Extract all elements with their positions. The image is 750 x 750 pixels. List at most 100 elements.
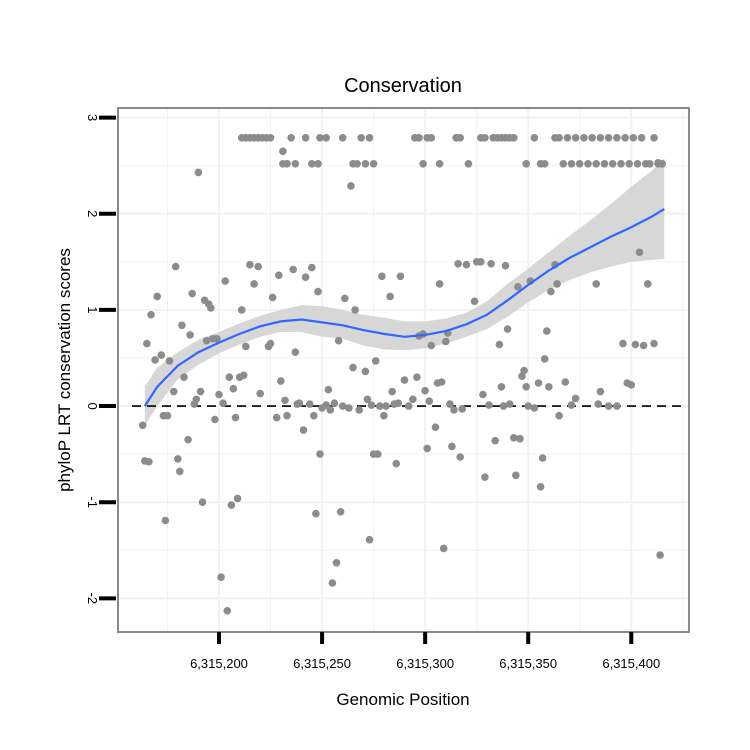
data-point <box>510 134 518 142</box>
data-point <box>477 258 485 266</box>
data-point <box>221 277 229 285</box>
data-point <box>419 160 427 168</box>
data-point <box>464 160 473 168</box>
y-axis-label: phyloP LRT conservation scores <box>55 248 74 492</box>
y-tick-label: 0 <box>85 402 100 409</box>
data-point <box>423 444 432 453</box>
data-point <box>396 272 405 281</box>
data-point <box>219 399 227 408</box>
data-point <box>227 501 236 509</box>
data-point <box>308 263 316 272</box>
data-point <box>470 297 479 306</box>
data-point <box>299 426 308 434</box>
data-point <box>310 411 318 420</box>
data-point <box>163 411 172 420</box>
data-point <box>427 341 436 350</box>
data-point <box>435 280 444 288</box>
data-point <box>330 399 339 408</box>
x-axis-label: Genomic Position <box>336 690 469 709</box>
data-point <box>281 396 289 405</box>
data-point <box>646 160 654 168</box>
data-point <box>462 260 471 269</box>
data-point <box>143 339 151 348</box>
data-point <box>312 509 320 518</box>
data-point <box>650 339 658 348</box>
data-point <box>202 336 211 345</box>
data-point <box>635 248 644 256</box>
data-point <box>431 423 440 432</box>
smooth-curve <box>143 208 665 407</box>
data-point <box>394 399 403 408</box>
data-point <box>421 386 429 395</box>
data-point <box>491 436 500 445</box>
x-axis-ticks: 6,315,200 6,315,250 6,315,300 6,315,350 6,31… <box>190 632 660 671</box>
data-point <box>512 471 520 480</box>
data-point <box>555 134 563 142</box>
data-point <box>547 287 555 296</box>
data-point <box>291 160 300 168</box>
data-point <box>305 400 314 408</box>
x-tick-label: 6,315,400 <box>602 656 660 671</box>
data-point <box>522 383 530 391</box>
data-point <box>540 355 549 363</box>
data-point <box>625 160 633 168</box>
data-point <box>382 402 390 410</box>
data-point <box>639 341 648 350</box>
x-tick-label: 6,315,350 <box>499 656 557 671</box>
confidence-band <box>144 158 665 426</box>
data-point <box>633 160 642 168</box>
data-point <box>371 357 380 365</box>
smooth-line <box>143 208 665 407</box>
data-point <box>520 366 528 375</box>
data-point <box>361 367 370 376</box>
data-point <box>308 160 316 168</box>
x-tick-label: 6,315,300 <box>396 656 454 671</box>
data-point <box>256 389 265 398</box>
data-point <box>658 160 666 168</box>
data-point <box>246 260 254 269</box>
data-point <box>363 395 372 404</box>
data-point <box>575 160 584 168</box>
data-point <box>561 378 570 386</box>
data-point <box>287 134 296 142</box>
data-point <box>619 339 627 348</box>
data-point <box>559 160 568 168</box>
data-point <box>283 411 291 420</box>
data-point <box>644 280 652 288</box>
data-point <box>388 387 397 396</box>
y-tick-label: 1 <box>85 306 100 313</box>
data-point <box>450 406 458 414</box>
data-point <box>376 402 384 410</box>
data-point <box>499 402 508 410</box>
data-point <box>524 402 532 410</box>
data-point <box>233 494 242 503</box>
data-point <box>289 265 298 274</box>
data-point <box>505 400 514 408</box>
data-point <box>392 459 401 468</box>
data-point <box>157 351 166 359</box>
data-point <box>540 160 549 168</box>
data-point <box>650 134 658 142</box>
data-point <box>151 356 159 364</box>
data-point <box>487 260 495 268</box>
data-point <box>361 160 370 168</box>
data-point <box>301 273 310 282</box>
data-point <box>495 340 504 349</box>
data-point <box>324 385 333 394</box>
data-point <box>600 160 609 168</box>
data-point <box>349 363 357 372</box>
data-points <box>138 134 666 615</box>
data-point <box>334 336 343 345</box>
y-tick-label: -1 <box>85 496 100 508</box>
confidence-band-area <box>144 158 665 426</box>
data-point <box>555 411 563 420</box>
data-point <box>161 516 170 525</box>
data-point <box>481 473 489 482</box>
data-point <box>584 160 592 168</box>
data-point <box>563 134 572 142</box>
data-point <box>592 160 600 168</box>
data-point <box>291 348 300 357</box>
data-point <box>275 271 283 280</box>
data-point <box>268 293 277 302</box>
data-point <box>316 450 324 458</box>
